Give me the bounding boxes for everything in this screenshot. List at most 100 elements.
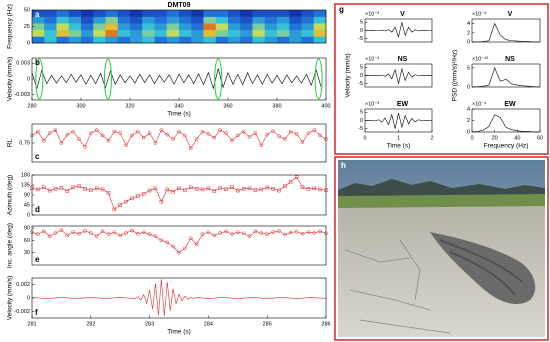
- heatmap-cell: [264, 29, 278, 37]
- trace: [364, 67, 433, 84]
- heatmap-cell: [32, 16, 45, 24]
- marker: [36, 232, 40, 237]
- marker: [71, 129, 76, 134]
- chart-title: EW: [504, 101, 516, 108]
- heatmap-cell: [277, 36, 290, 44]
- marker: [288, 179, 293, 184]
- y-multiplier: ×10⁻³: [365, 56, 379, 62]
- marker: [282, 137, 287, 142]
- y-tick-label: 0: [27, 295, 30, 301]
- marker: [124, 143, 128, 148]
- trace: [365, 22, 432, 39]
- marker: [135, 129, 140, 134]
- marker: [318, 229, 322, 234]
- heatmap-cell: [56, 10, 70, 17]
- y-tick-label: 0: [467, 129, 470, 135]
- heatmap-cell: [166, 16, 180, 24]
- heatmap-cell: [179, 36, 192, 44]
- y-tick-label: 60: [24, 238, 30, 244]
- plot-area: [32, 175, 326, 215]
- heatmap-cell: [264, 10, 278, 17]
- marker: [224, 229, 228, 234]
- panel-label: d: [35, 205, 40, 214]
- heatmap-cell: [130, 10, 143, 17]
- y-multiplier: ×10⁻⁹: [472, 100, 487, 107]
- heatmap-cell: [301, 29, 315, 37]
- marker: [59, 141, 64, 145]
- x-axis-label: Time (s): [387, 143, 411, 150]
- plot-area: [365, 64, 432, 87]
- marker: [282, 232, 287, 237]
- marker: [165, 240, 170, 245]
- y-multiplier: ×10⁻¹⁰: [472, 55, 489, 62]
- marker: [147, 232, 152, 237]
- y-axis-label: Frequency (Hz): [7, 4, 14, 49]
- marker: [241, 129, 246, 134]
- plot-area: [32, 124, 326, 162]
- y-tick-label: -5: [358, 36, 363, 42]
- heatmap-cell: [289, 10, 302, 17]
- heatmap-cell: [105, 16, 119, 24]
- marker: [318, 187, 322, 192]
- panel-label: g: [339, 5, 344, 14]
- marker: [183, 246, 187, 251]
- marker: [112, 207, 117, 212]
- marker: [83, 144, 87, 149]
- plot-area: [365, 109, 432, 132]
- heatmap-cell: [179, 23, 192, 31]
- heatmap-cell: [154, 23, 168, 31]
- panel-label: h: [341, 161, 346, 170]
- heatmap-cell: [166, 10, 180, 17]
- y-tick-label: 0: [27, 40, 30, 46]
- chart-title: EW: [397, 101, 409, 108]
- heatmap-cell: [105, 29, 119, 37]
- heatmap-cell: [252, 29, 266, 37]
- heatmap-cell: [228, 23, 241, 31]
- heatmap-cell: [154, 36, 168, 44]
- trace: [31, 279, 327, 317]
- heatmap-cell: [44, 10, 57, 17]
- marker: [206, 132, 211, 136]
- marker: [200, 187, 205, 192]
- heatmap-cell: [301, 36, 315, 44]
- trace: [31, 229, 327, 254]
- plot-frame: [471, 63, 541, 88]
- marker: [277, 134, 281, 139]
- marker: [94, 128, 99, 132]
- y-tick-label: 0.002: [16, 282, 30, 288]
- heatmap-cell: [32, 36, 45, 44]
- heatmap-cell: [215, 16, 229, 24]
- marker: [259, 143, 264, 148]
- marker: [200, 129, 205, 134]
- heatmap-cell: [117, 10, 131, 17]
- marker: [141, 192, 146, 196]
- marker: [218, 231, 223, 235]
- heatmap-cell: [142, 16, 155, 24]
- marker: [41, 229, 46, 234]
- marker: [194, 137, 199, 142]
- marker: [288, 230, 293, 235]
- marker: [100, 133, 105, 138]
- y-tick-label: 90: [24, 226, 30, 232]
- heatmap-cell: [32, 10, 45, 17]
- marker: [171, 189, 175, 194]
- heatmap-cell: [191, 23, 204, 31]
- heatmap-cell: [81, 29, 94, 37]
- heatmap-cell: [228, 29, 241, 37]
- heatmap-cell: [105, 36, 119, 44]
- marker: [235, 133, 240, 138]
- heatmap-cell: [93, 36, 106, 44]
- trace: [472, 22, 540, 43]
- marker: [106, 191, 111, 195]
- marker: [47, 188, 52, 193]
- heatmap-cell: [228, 36, 241, 44]
- y-tick-label: -5: [358, 81, 363, 87]
- y-axis-label: Inc. angle (deg): [7, 223, 14, 268]
- panel-label: a: [35, 10, 40, 19]
- marker: [77, 137, 81, 142]
- heatmap-cell: [93, 16, 106, 24]
- marker: [130, 133, 134, 138]
- heatmap-cell: [289, 16, 302, 24]
- y-tick-label: -0.003: [14, 92, 30, 98]
